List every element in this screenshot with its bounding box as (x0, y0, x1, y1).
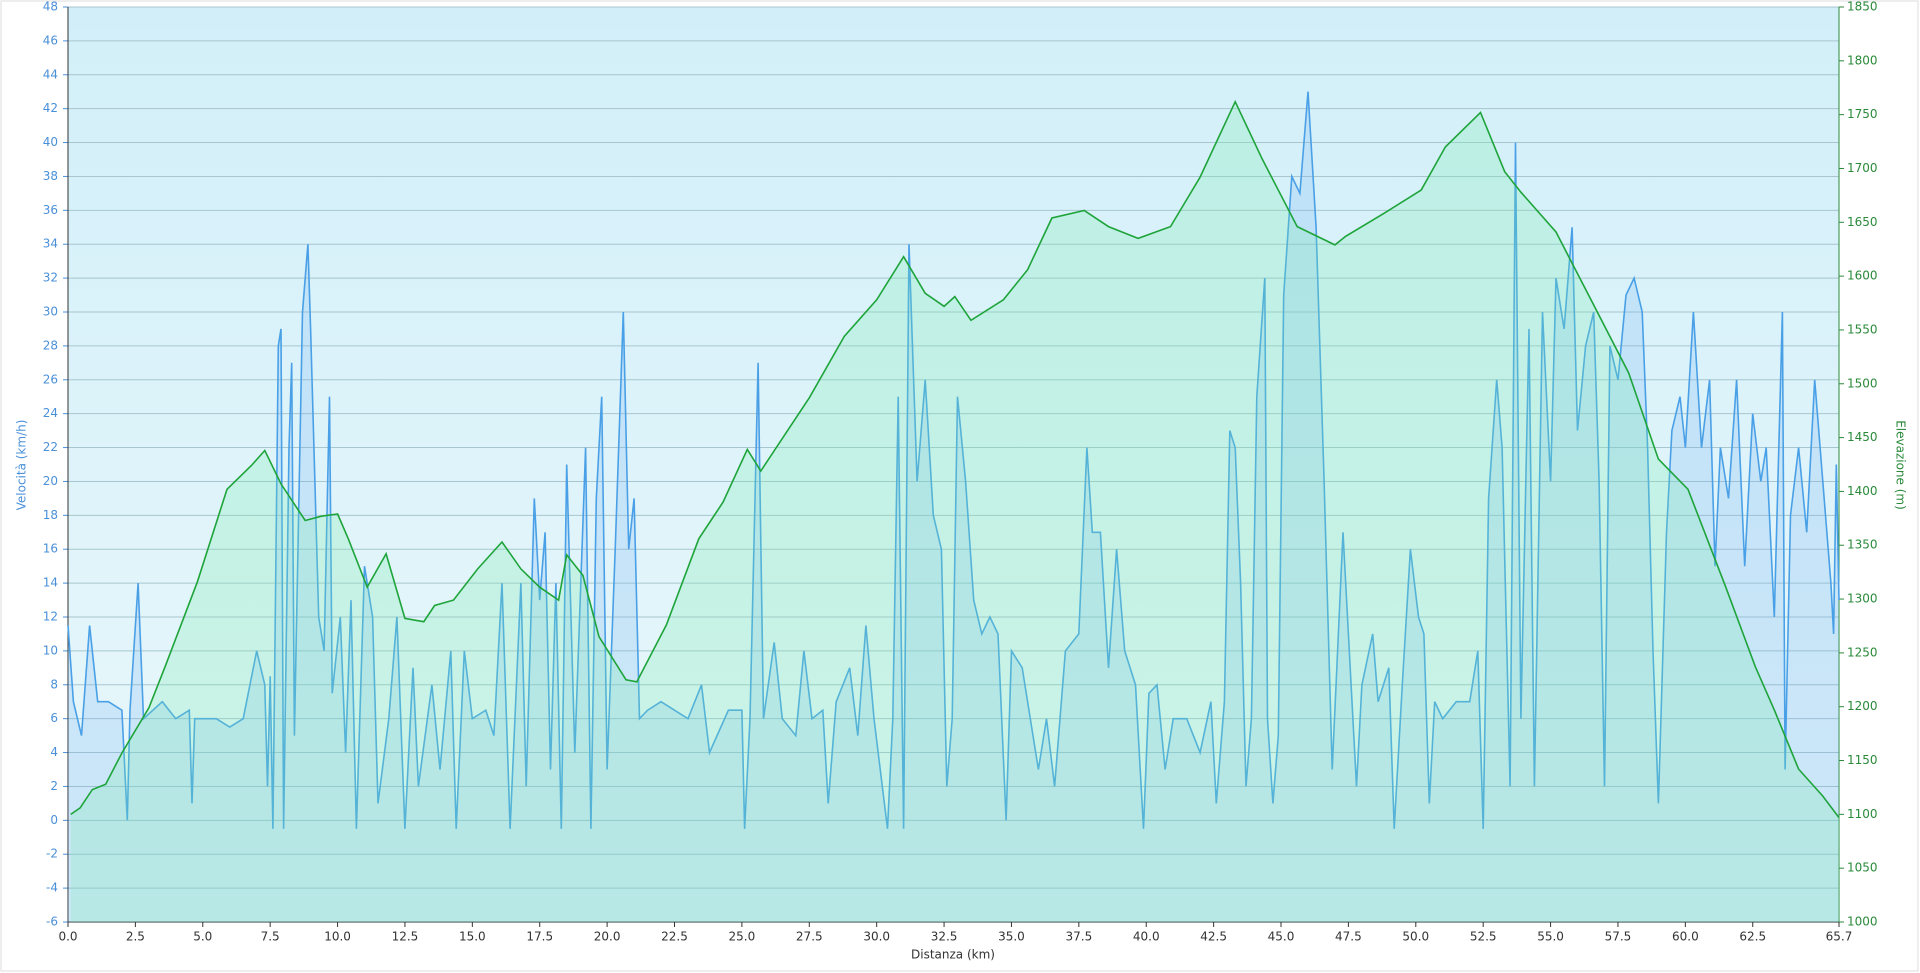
y2-tick-label: 1700 (1847, 161, 1878, 175)
y2-tick-label: 1750 (1847, 107, 1878, 121)
x-tick-label: 2.5 (126, 930, 145, 944)
y-tick-label: 44 (43, 67, 58, 81)
y-tick-label: 12 (43, 610, 58, 624)
x-tick-label: 27.5 (796, 930, 823, 944)
y-tick-label: 32 (43, 271, 58, 285)
y-tick-label: 14 (43, 576, 58, 590)
x-tick-label: 52.5 (1470, 930, 1497, 944)
y2-axis-title: Elevazione (m) (1894, 420, 1908, 510)
y2-tick-label: 1300 (1847, 592, 1878, 606)
area-fill (70, 101, 1840, 922)
y-tick-label: -2 (46, 847, 58, 861)
y2-tick-label: 1850 (1847, 0, 1878, 14)
plot-area (68, 7, 1839, 922)
y-tick-label: 30 (43, 305, 58, 319)
x-tick-label: 12.5 (392, 930, 419, 944)
y-tick-label: 10 (43, 643, 58, 657)
x-tick-label: 55.0 (1537, 930, 1564, 944)
y2-tick-label: 1100 (1847, 807, 1878, 821)
y-tick-label: 24 (43, 406, 58, 420)
x-tick-label: 20.0 (594, 930, 621, 944)
x-tick-label: 57.5 (1605, 930, 1632, 944)
x-tick-label: 30.0 (863, 930, 890, 944)
x-tick-label: 50.0 (1402, 930, 1429, 944)
y-tick-label: -4 (46, 881, 58, 895)
x-tick-label: 60.0 (1672, 930, 1699, 944)
x-tick-label: 5.0 (193, 930, 212, 944)
y-tick-label: 18 (43, 508, 58, 522)
y-tick-label: 28 (43, 338, 58, 352)
x-tick-label: 42.5 (1200, 930, 1227, 944)
y2-tick-label: 1800 (1847, 53, 1878, 67)
y2-tick-label: 1550 (1847, 322, 1878, 336)
y2-tick-label: 1450 (1847, 430, 1878, 444)
y2-tick-label: 1350 (1847, 538, 1878, 552)
y-tick-label: 36 (43, 203, 58, 217)
x-tick-label: 47.5 (1335, 930, 1362, 944)
x-tick-label: 35.0 (998, 930, 1025, 944)
y-tick-label: 8 (50, 677, 58, 691)
x-axis-title: Distanza (km) (911, 948, 995, 962)
y-tick-label: 34 (43, 237, 58, 251)
y-tick-label: 38 (43, 169, 58, 183)
x-tick-label: 37.5 (1065, 930, 1092, 944)
series-line (67, 91, 1840, 829)
x-tick-label: 62.5 (1739, 930, 1766, 944)
x-tick-label: 22.5 (661, 930, 688, 944)
x-tick-label: 25.0 (729, 930, 756, 944)
y-tick-label: 0 (50, 813, 58, 827)
x-tick-label: 45.0 (1268, 930, 1295, 944)
x-tick-label: 17.5 (526, 930, 553, 944)
x-tick-label: 65.7 (1826, 930, 1853, 944)
y-tick-label: 20 (43, 474, 58, 488)
y-tick-label: 2 (50, 779, 58, 793)
y2-tick-label: 1650 (1847, 215, 1878, 229)
y-tick-label: 16 (43, 542, 58, 556)
x-tick-label: 40.0 (1133, 930, 1160, 944)
x-tick-label: 10.0 (324, 930, 351, 944)
y-tick-label: 6 (50, 711, 58, 725)
y-tick-label: 4 (50, 745, 58, 759)
x-tick-label: 15.0 (459, 930, 486, 944)
y2-tick-label: 1200 (1847, 699, 1878, 713)
y2-tick-label: 1600 (1847, 269, 1878, 283)
y-tick-label: 26 (43, 372, 58, 386)
y2-tick-label: 1050 (1847, 861, 1878, 875)
series-line (70, 99, 1840, 819)
y2-tick-label: 1500 (1847, 376, 1878, 390)
y-tick-label: 42 (43, 101, 58, 115)
y-axis-title: Velocità (km/h) (15, 420, 29, 511)
y2-tick-label: 1250 (1847, 645, 1878, 659)
y-tick-label: 22 (43, 440, 58, 454)
x-tick-label: 0.0 (58, 930, 77, 944)
x-tick-label: 7.5 (261, 930, 280, 944)
y-tick-label: 46 (43, 33, 58, 47)
y2-tick-label: 1400 (1847, 484, 1878, 498)
y-tick-label: -6 (46, 915, 58, 929)
y-tick-label: 48 (43, 0, 58, 14)
y2-tick-label: 1150 (1847, 753, 1878, 767)
x-tick-label: 32.5 (931, 930, 958, 944)
y2-tick-label: 1000 (1847, 915, 1878, 929)
y-tick-label: 40 (43, 135, 58, 149)
area-fill (68, 91, 1839, 922)
